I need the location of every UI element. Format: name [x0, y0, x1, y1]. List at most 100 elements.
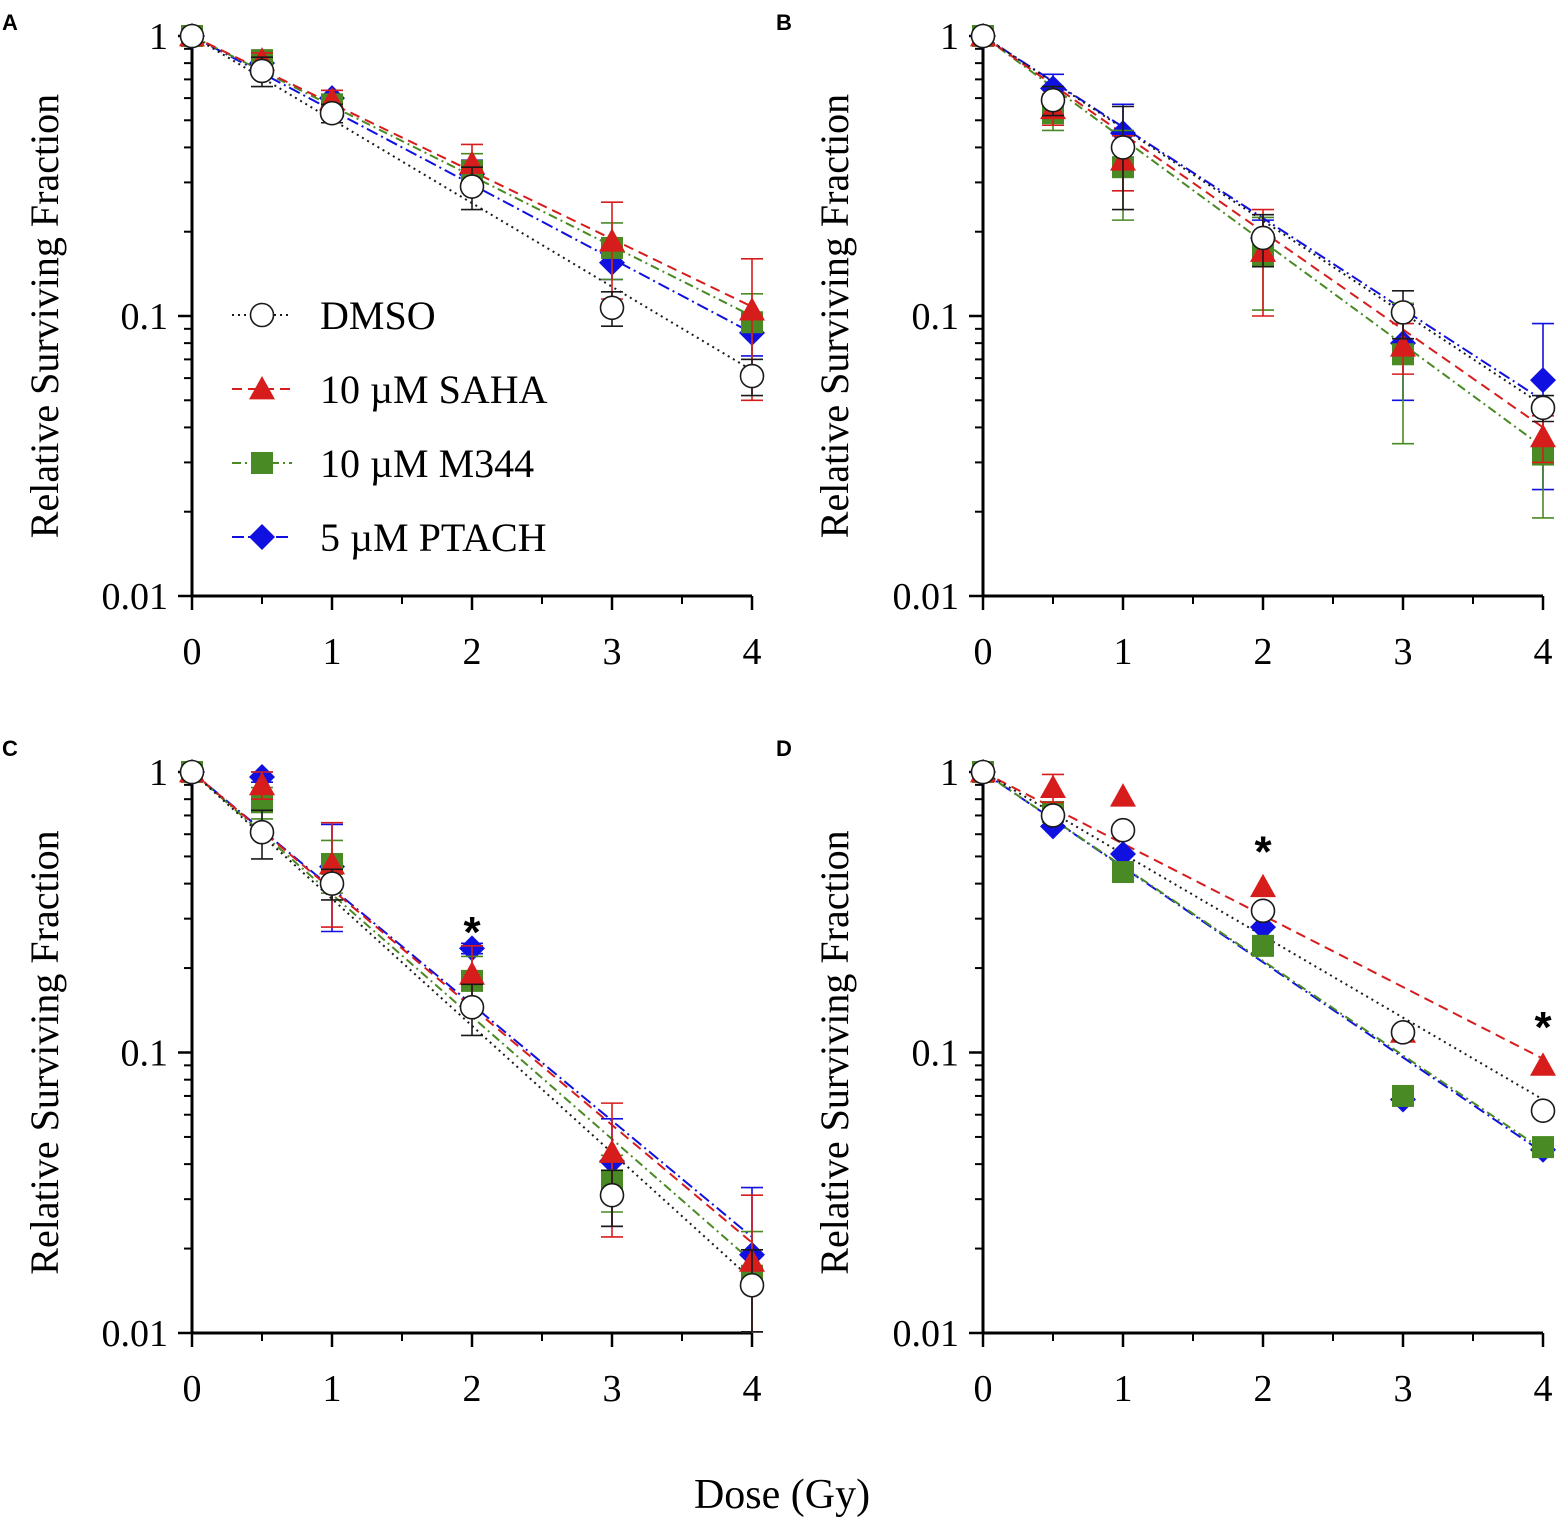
- fit-line-dmso: [982, 35, 1544, 407]
- data-point-dmso: [599, 1182, 625, 1208]
- data-point-m344: [1392, 1084, 1414, 1107]
- y-tick-label: 1: [149, 752, 168, 794]
- y-axis-label: Relative Surviving Fraction: [22, 830, 67, 1274]
- data-point-saha: [249, 771, 275, 796]
- data-point-dmso: [179, 759, 205, 785]
- data-point-dmso: [1390, 1020, 1416, 1045]
- data-point-dmso: [1390, 300, 1416, 325]
- data-point-saha: [1530, 1052, 1556, 1076]
- data-point-saha: [459, 150, 485, 175]
- data-point-saha: [1250, 873, 1276, 898]
- x-tick-label: 3: [1394, 631, 1413, 673]
- x-tick-label: 2: [463, 1368, 482, 1410]
- data-point-m344: [1532, 1136, 1554, 1159]
- x-tick-label: 2: [463, 631, 482, 673]
- y-axis-label: Relative Surviving Fraction: [812, 830, 857, 1274]
- data-point-saha: [599, 228, 625, 252]
- x-tick-label: 0: [974, 1368, 993, 1410]
- data-point-dmso: [179, 23, 205, 49]
- data-point-dmso: [1530, 395, 1556, 421]
- x-tick-label: 4: [743, 1368, 762, 1410]
- y-axis-label: Relative Surviving Fraction: [22, 94, 67, 538]
- fit-line-dmso: [191, 35, 753, 372]
- data-point-saha: [1390, 333, 1416, 357]
- data-point-dmso: [1040, 87, 1066, 113]
- data-point-dmso: [599, 295, 625, 321]
- fit-line-saha: [191, 771, 753, 1244]
- panel-a: A 0.01 0.1 1 0 1 2 3 4 Relative Surviving Fractio…: [2, 10, 765, 673]
- y-tick-label: 0.01: [102, 1313, 169, 1355]
- significance-asterisk: *: [463, 908, 481, 957]
- panel-b: B 0.01 0.1 1 0 1 2 3 4 Relative Surviving Fractio…: [776, 10, 1556, 673]
- data-point-m344: [251, 791, 273, 814]
- data-point-dmso: [319, 871, 345, 896]
- x-tick-label: 3: [603, 631, 622, 673]
- data-point-saha: [599, 1139, 625, 1163]
- legend-marker-m344: [251, 452, 273, 474]
- y-tick-label: 1: [940, 16, 959, 58]
- legend-label: 10 µM SAHA: [320, 367, 548, 412]
- data-point-m344: [1112, 861, 1134, 884]
- panel-label: A: [2, 10, 18, 35]
- y-tick-label: 1: [149, 16, 168, 58]
- data-point-saha: [1530, 423, 1556, 448]
- data-point-dmso: [1530, 1098, 1556, 1124]
- y-tick-label: 0.01: [893, 1313, 960, 1355]
- fit-line-m344: [982, 771, 1544, 1151]
- legend-marker-ptach: [249, 524, 275, 550]
- y-axis-label: Relative Surviving Fraction: [812, 94, 857, 538]
- common-x-axis-label: Dose (Gy): [694, 1472, 870, 1518]
- x-tick-label: 1: [323, 631, 342, 673]
- y-tick-label: 0.01: [893, 576, 960, 618]
- data-point-dmso: [739, 1272, 765, 1298]
- data-point-dmso: [1110, 135, 1136, 160]
- y-tick-label: 0.01: [102, 576, 169, 618]
- data-point-dmso: [739, 363, 765, 389]
- data-point-m344: [1252, 934, 1274, 957]
- legend-entry: 5 µM PTACH: [232, 515, 547, 560]
- x-tick-label: 4: [1534, 1368, 1553, 1410]
- panel-d: D 0.01 0.1 1 0 1 2 3 4 Relative Surviving Fractio…: [776, 736, 1556, 1410]
- fit-line-m344: [191, 35, 753, 317]
- y-tick-label: 0.1: [912, 1033, 960, 1075]
- panel-label: C: [2, 736, 18, 761]
- data-point-ptach: [1110, 841, 1136, 868]
- data-point-saha: [1040, 774, 1066, 798]
- x-tick-label: 2: [1254, 1368, 1273, 1410]
- y-tick-label: 1: [940, 752, 959, 794]
- x-tick-label: 0: [183, 1368, 202, 1410]
- data-point-saha: [1110, 783, 1136, 807]
- fit-line-ptach: [982, 771, 1544, 1154]
- panel-label: D: [776, 736, 792, 761]
- data-point-dmso: [249, 819, 275, 845]
- data-point-dmso: [1110, 817, 1136, 843]
- panel-label: B: [776, 10, 792, 35]
- data-point-ptach: [1530, 367, 1556, 394]
- x-tick-label: 0: [183, 631, 202, 673]
- x-tick-label: 1: [1114, 631, 1133, 673]
- x-tick-label: 0: [974, 631, 993, 673]
- fit-line-saha: [982, 771, 1544, 1060]
- data-point-dmso: [970, 23, 996, 49]
- y-tick-label: 0.1: [121, 296, 169, 338]
- data-point-dmso: [249, 58, 275, 84]
- x-tick-label: 1: [1114, 1368, 1133, 1410]
- y-tick-label: 0.1: [912, 296, 960, 338]
- x-tick-label: 3: [603, 1368, 622, 1410]
- data-point-saha: [459, 961, 485, 985]
- legend-marker-saha: [249, 376, 275, 400]
- panel-c: C 0.01 0.1 1 0 1 2 3 4 Relative Surviving Fractio…: [2, 736, 765, 1410]
- significance-asterisk: *: [1534, 1003, 1552, 1052]
- x-tick-label: 1: [323, 1368, 342, 1410]
- x-tick-label: 4: [1534, 631, 1553, 673]
- data-point-dmso: [1250, 225, 1276, 251]
- legend-label: 5 µM PTACH: [320, 515, 547, 560]
- data-point-dmso: [459, 174, 485, 199]
- x-tick-label: 4: [743, 631, 762, 673]
- x-tick-label: 2: [1254, 631, 1273, 673]
- x-tick-label: 3: [1394, 1368, 1413, 1410]
- legend-label: 10 µM M344: [320, 441, 534, 486]
- legend-entry: DMSO: [232, 293, 436, 338]
- significance-asterisk: *: [1254, 828, 1272, 877]
